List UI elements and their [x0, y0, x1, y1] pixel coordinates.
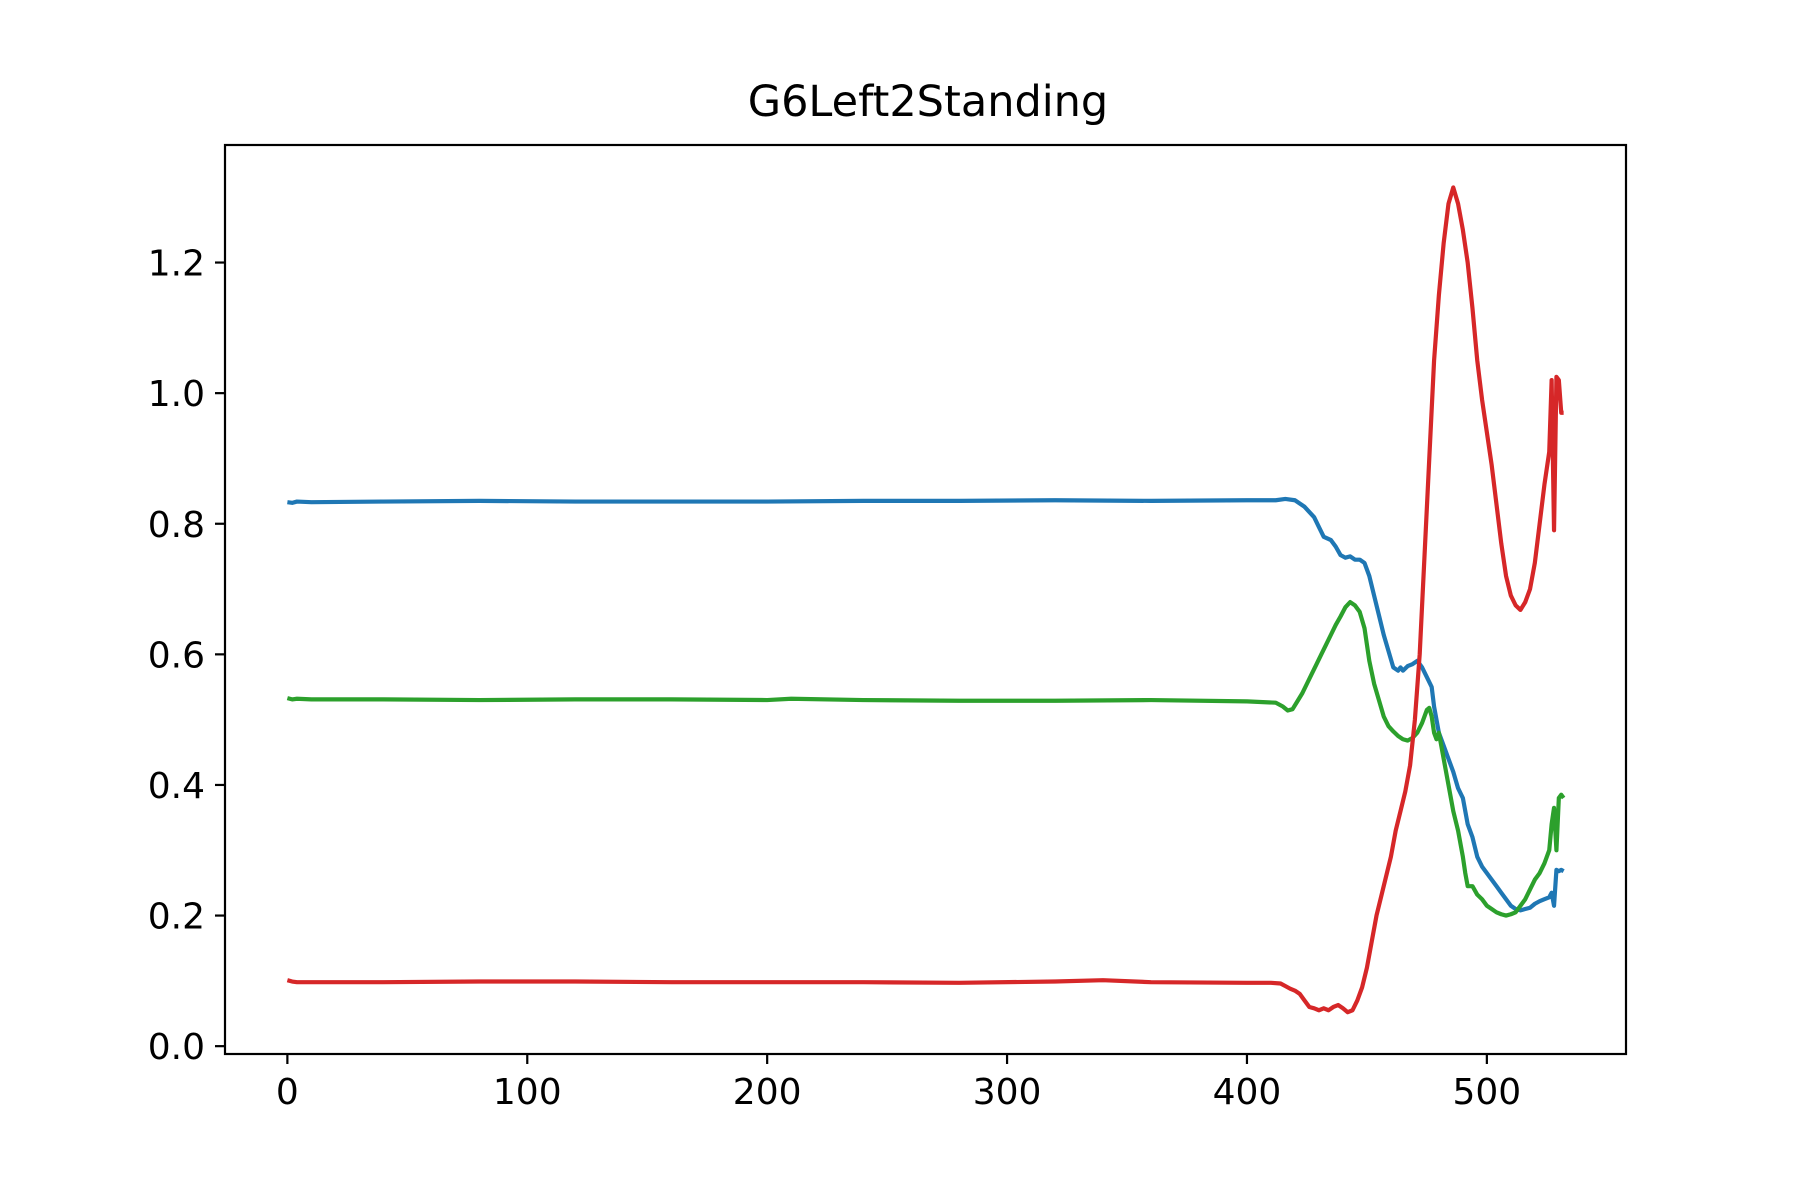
x-tick-label: 300 [973, 1072, 1042, 1113]
x-tick-label: 200 [733, 1072, 802, 1113]
y-tick-label: 0.6 [148, 635, 205, 676]
y-tick-label: 0.0 [148, 1027, 205, 1068]
series-line-3 [286, 185, 1564, 1015]
series-layer [286, 185, 1566, 1015]
y-tick-label: 0.8 [148, 505, 205, 546]
ticks-layer: 0 100 200 300 400 500 0.0 0.2 0.4 0.6 0.8 1.0 1.2 [148, 244, 1521, 1113]
y-tick-label: 0.2 [148, 897, 205, 938]
y-tick-label: 1.2 [148, 244, 205, 285]
y-tick-label: 0.4 [148, 766, 205, 807]
x-tick-label: 0 [276, 1072, 299, 1113]
chart-title: G6Left2Standing [748, 77, 1108, 127]
y-tick-label: 1.0 [148, 374, 205, 415]
series-line-2 [286, 600, 1566, 918]
plot-frame [223, 143, 1628, 1056]
x-tick-label: 100 [493, 1072, 562, 1113]
x-tick-label: 400 [1213, 1072, 1282, 1113]
x-tick-label: 500 [1453, 1072, 1522, 1113]
